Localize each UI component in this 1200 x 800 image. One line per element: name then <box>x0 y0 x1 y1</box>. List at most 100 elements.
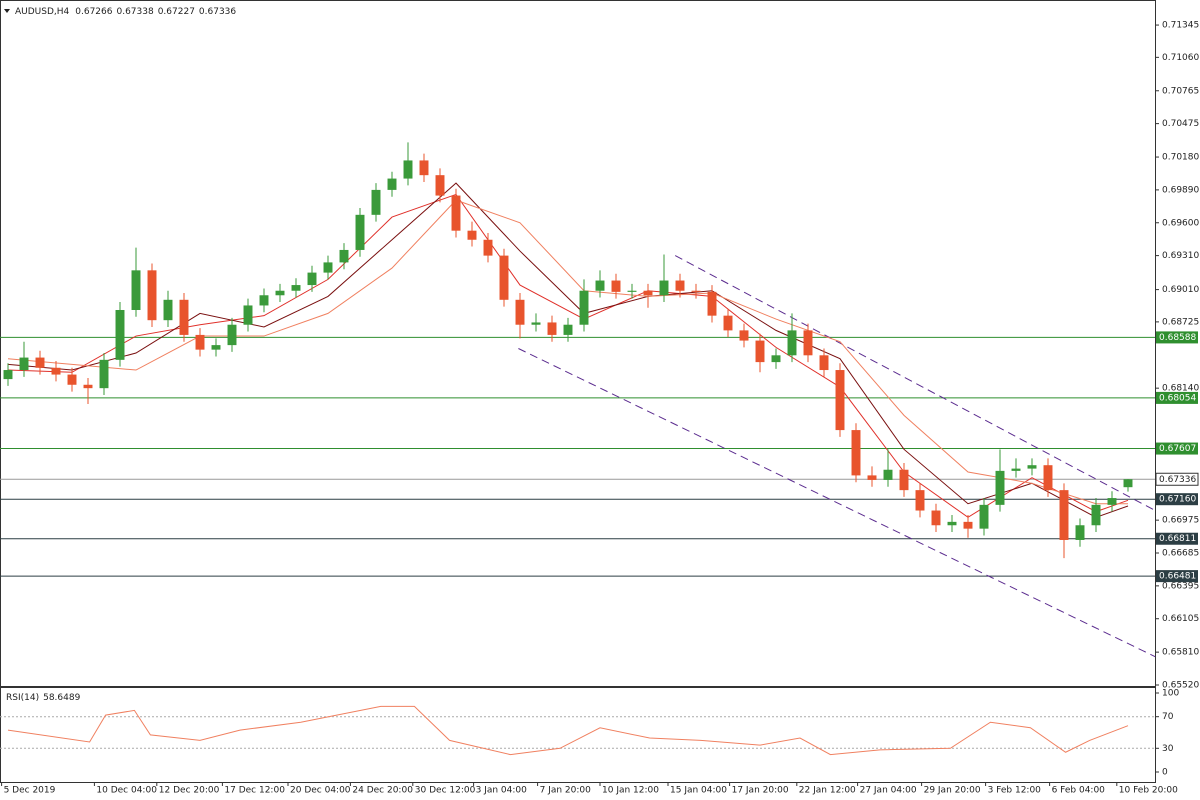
y-tick-label: 0.71345 <box>1162 21 1199 31</box>
x-tick-label: 3 Feb 12:00 <box>988 786 1042 796</box>
level-label-box <box>1156 331 1198 344</box>
candle-body <box>643 290 653 296</box>
candle-body <box>899 469 909 491</box>
chart-header: AUDUSD,H4 0.67266 0.67338 0.67227 0.67336 <box>15 7 236 17</box>
candle-body <box>995 470 1005 505</box>
candle-body <box>515 299 525 325</box>
candle-body <box>819 355 829 371</box>
y-tick-label: 0.70180 <box>1162 153 1199 163</box>
x-tick-label: 7 Jan 20:00 <box>540 786 592 796</box>
candle-body <box>35 357 45 368</box>
candle-body <box>483 239 493 256</box>
candle-body <box>931 510 941 526</box>
candle-body <box>595 280 605 291</box>
x-tick-label: 22 Jan 12:00 <box>799 786 856 796</box>
candle-body <box>291 285 301 291</box>
candle-body <box>915 490 925 511</box>
level-label-box <box>1156 570 1198 583</box>
level-label: 0.66811 <box>1159 534 1196 544</box>
candle-body <box>979 504 989 529</box>
candle-body <box>99 359 109 389</box>
header-close: 0.67336 <box>199 7 236 17</box>
candle-body <box>659 280 669 296</box>
candle-body <box>419 160 429 176</box>
level-label: 0.67607 <box>1159 444 1196 454</box>
x-tick-label: 17 Dec 12:00 <box>224 786 285 796</box>
candle-body <box>579 290 589 325</box>
x-tick-label: 15 Jan 04:00 <box>670 786 727 796</box>
candle-body <box>867 475 877 480</box>
candle-body <box>739 330 749 341</box>
y-tick-label: 0.69890 <box>1162 185 1199 195</box>
candle-body <box>1091 504 1101 526</box>
x-tick-label: 29 Jan 20:00 <box>924 786 981 796</box>
candle-body <box>835 370 845 431</box>
x-tick-label: 5 Dec 2019 <box>4 786 56 796</box>
y-tick-label: 0.65810 <box>1162 648 1199 658</box>
rsi-line <box>7 705 1129 756</box>
candle-body <box>403 160 413 179</box>
header-low: 0.67227 <box>158 7 195 17</box>
candle-body <box>1059 490 1069 540</box>
candle-body <box>883 469 893 480</box>
candle-body <box>707 291 717 316</box>
y-tick-label: 0.68140 <box>1162 384 1199 394</box>
candle-body <box>675 280 685 291</box>
candle-body <box>547 322 557 335</box>
candle-body <box>67 374 77 385</box>
candle-body <box>355 214 365 250</box>
candle-body <box>275 290 285 296</box>
x-tick-label: 10 Jan 12:00 <box>602 786 659 796</box>
y-tick-label: 0.69600 <box>1162 218 1199 228</box>
y-tick-label: 0.70475 <box>1162 119 1199 129</box>
x-tick-label: 3 Jan 04:00 <box>476 786 528 796</box>
y-tick-label: 0.66105 <box>1162 614 1199 624</box>
x-tick-label: 10 Feb 20:00 <box>1119 786 1178 796</box>
y-tick-label: 0.66395 <box>1162 581 1199 591</box>
candle-body <box>611 280 621 292</box>
candle-body <box>755 340 765 363</box>
x-tick-label: 17 Jan 20:00 <box>732 786 789 796</box>
level-label: 0.66481 <box>1159 572 1196 582</box>
candle-body <box>851 430 861 476</box>
x-tick-label: 10 Dec 04:00 <box>96 786 157 796</box>
candle-body <box>307 272 317 286</box>
candle-body <box>3 370 13 380</box>
candle-body <box>563 324 573 335</box>
candle-body <box>371 189 381 215</box>
y-tick-label: 30 <box>1162 744 1174 754</box>
y-tick-label: 70 <box>1162 712 1174 722</box>
y-tick-label: 0.66685 <box>1162 549 1199 559</box>
candle-body <box>211 345 221 350</box>
candle-body <box>83 384 93 389</box>
rsi-value: 58.6489 <box>43 693 80 703</box>
candle-body <box>339 249 349 263</box>
x-tick-label: 12 Dec 20:00 <box>159 786 220 796</box>
candle-body <box>499 255 509 300</box>
y-tick-label: 0.70765 <box>1162 86 1199 96</box>
candle-body <box>131 270 141 310</box>
level-label-box <box>1156 391 1198 404</box>
channel-line <box>518 348 1156 658</box>
level-label-box <box>1156 532 1198 545</box>
candle-body <box>803 330 813 356</box>
candle-body <box>531 322 541 325</box>
menu-arrow[interactable] <box>4 9 10 13</box>
candle-body <box>1075 525 1085 540</box>
level-label-box <box>1156 442 1198 455</box>
candle-body <box>787 330 797 356</box>
y-tick-label: 0 <box>1162 768 1168 778</box>
candle-body <box>147 270 157 321</box>
y-tick-label: 0.66975 <box>1162 516 1199 526</box>
x-tick-label: 6 Feb 04:00 <box>1052 786 1106 796</box>
level-label: 0.67160 <box>1159 495 1196 505</box>
rsi-title: RSI(14) <box>6 693 39 703</box>
candle-body <box>963 521 973 529</box>
candle-body <box>451 195 461 231</box>
y-tick-label: 0.65520 <box>1162 681 1199 691</box>
candle-body <box>1043 465 1053 491</box>
rsi-header: RSI(14) 58.6489 <box>6 693 81 703</box>
candle-body <box>467 230 477 240</box>
